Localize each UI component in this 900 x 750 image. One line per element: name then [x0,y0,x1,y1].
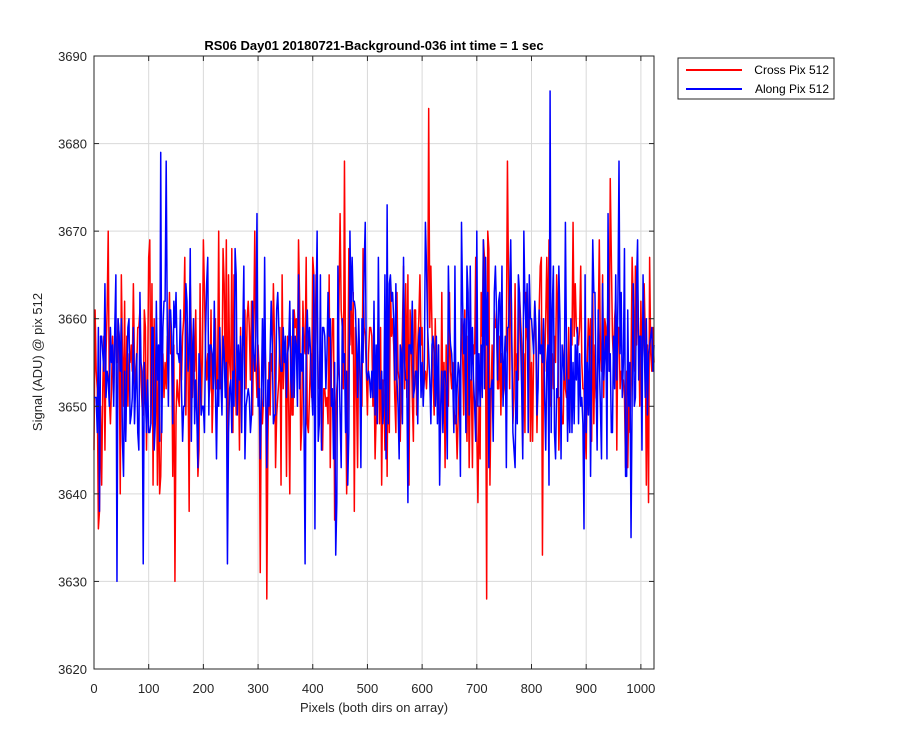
y-tick-label: 3680 [58,137,87,152]
x-tick-label: 300 [247,681,269,696]
x-tick-label: 400 [302,681,324,696]
x-tick-label: 500 [357,681,379,696]
x-tick-label: 700 [466,681,488,696]
x-tick-label: 800 [521,681,543,696]
y-tick-label: 3650 [58,399,87,414]
x-tick-label: 1000 [626,681,655,696]
plot-frame [93,55,655,670]
legend-label-along-pix: Along Pix 512 [755,82,829,96]
x-axis-label: Pixels (both dirs on array) [300,700,448,715]
x-tick-label: 0 [90,681,97,696]
x-tick-label: 600 [411,681,433,696]
legend-label-cross-pix: Cross Pix 512 [754,63,829,77]
series-line-along-pix [94,90,655,583]
axis-ticks: 0 100 200 300 400 500 600 700 800 900 1000 3620 3630… [58,49,655,696]
x-tick-label: 200 [193,681,215,696]
y-tick-label: 3630 [58,574,87,589]
series-layer [93,90,655,600]
legend: Cross Pix 512 Along Pix 512 [677,57,835,100]
chart-title: RS06 Day01 20180721-Background-036 int t… [204,38,543,53]
y-axis-label: Signal (ADU) @ pix 512 [30,293,45,431]
y-tick-label: 3620 [58,662,87,677]
y-tick-label: 3660 [58,312,87,327]
legend-box [677,57,835,100]
x-tick-label: 900 [575,681,597,696]
y-tick-label: 3640 [58,487,87,502]
y-tick-label: 3670 [58,224,87,239]
x-tick-label: 100 [138,681,160,696]
y-tick-label: 3690 [58,49,87,64]
